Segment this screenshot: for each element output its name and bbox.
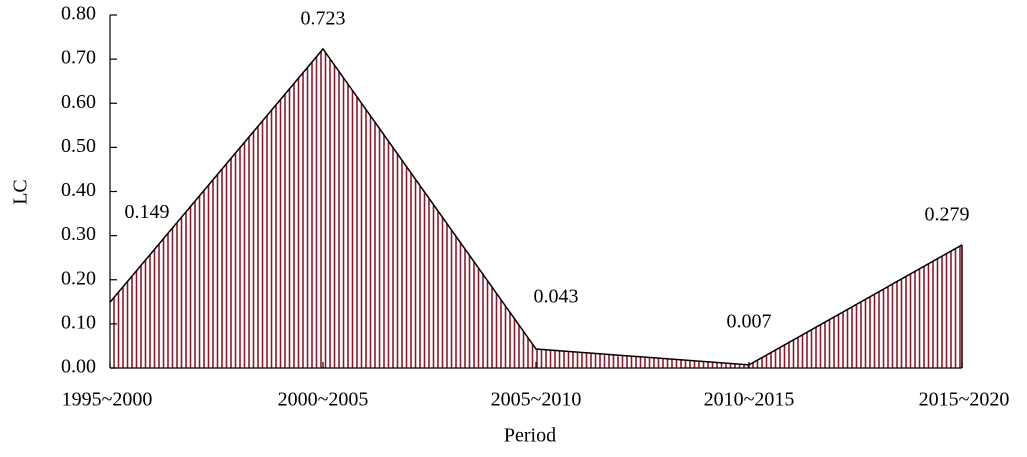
data-label: 0.723 [301, 8, 346, 30]
y-tick-label: 0.60 [61, 91, 96, 113]
y-tick-label: 0.00 [61, 356, 96, 378]
data-label: 0.279 [925, 203, 970, 225]
y-tick-label: 0.80 [61, 3, 96, 25]
x-tick-label: 1995~2000 [62, 389, 153, 411]
y-tick-label: 0.20 [61, 267, 96, 289]
data-label: 0.043 [534, 286, 579, 308]
data-label: 0.149 [125, 201, 170, 223]
x-tick-label: 2010~2015 [704, 389, 795, 411]
y-tick-label: 0.10 [61, 311, 96, 333]
x-tick-label: 2005~2010 [491, 389, 582, 411]
area-fill [110, 48, 962, 368]
area-line [109, 47, 963, 366]
y-tick-label: 0.50 [61, 135, 96, 157]
y-tick-label: 0.30 [61, 223, 96, 245]
y-tick-label: 0.70 [61, 47, 96, 69]
x-axis-label: Period [504, 425, 556, 447]
x-tick-label: 2015~2020 [919, 389, 1010, 411]
y-axis-label: LC [10, 179, 32, 205]
y-tick-label: 0.40 [61, 179, 96, 201]
x-tick-label: 2000~2005 [278, 389, 369, 411]
data-label: 0.007 [727, 311, 772, 333]
